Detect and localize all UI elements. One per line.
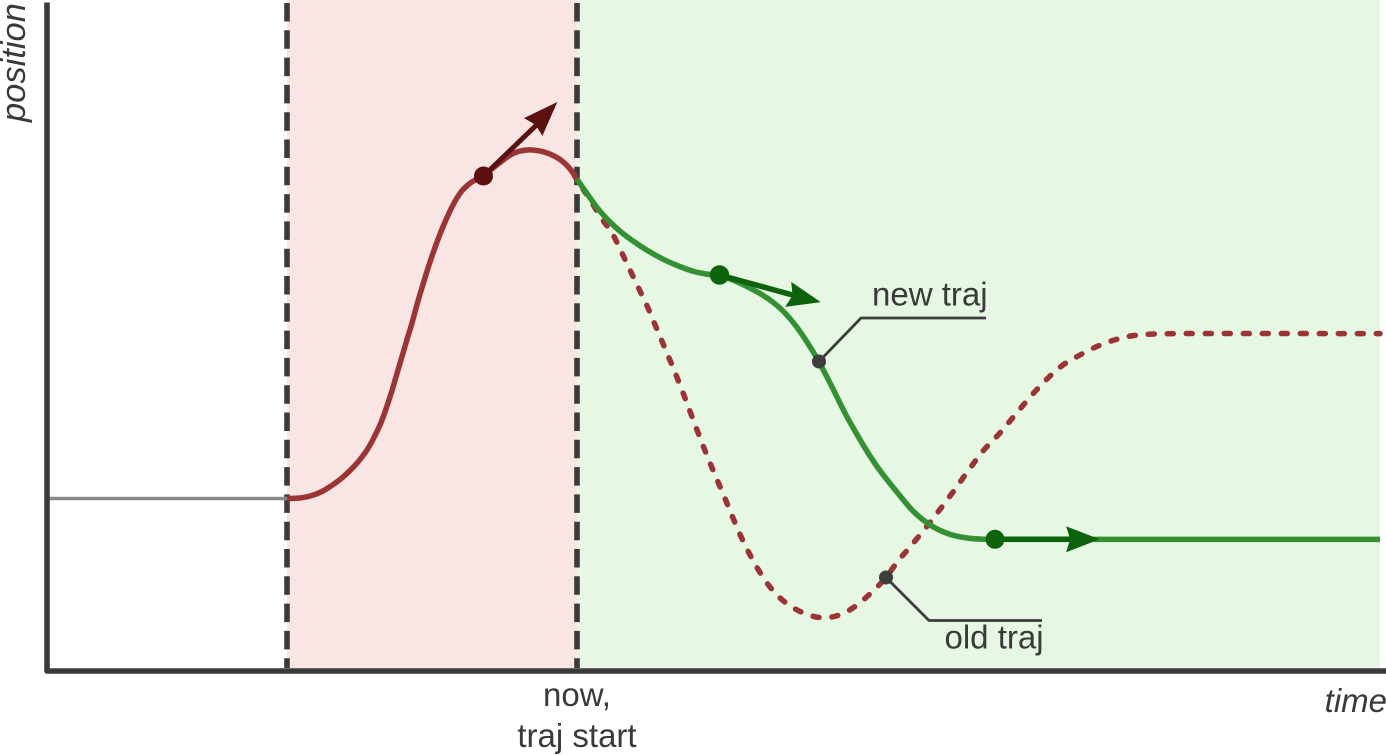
- svg-text:position: position: [0, 3, 33, 123]
- svg-text:old traj: old traj: [945, 619, 1044, 656]
- svg-text:now,: now,: [543, 676, 611, 713]
- svg-text:time: time: [1325, 682, 1386, 719]
- svg-text:traj start: traj start: [517, 717, 636, 754]
- svg-text:new traj: new traj: [872, 276, 988, 313]
